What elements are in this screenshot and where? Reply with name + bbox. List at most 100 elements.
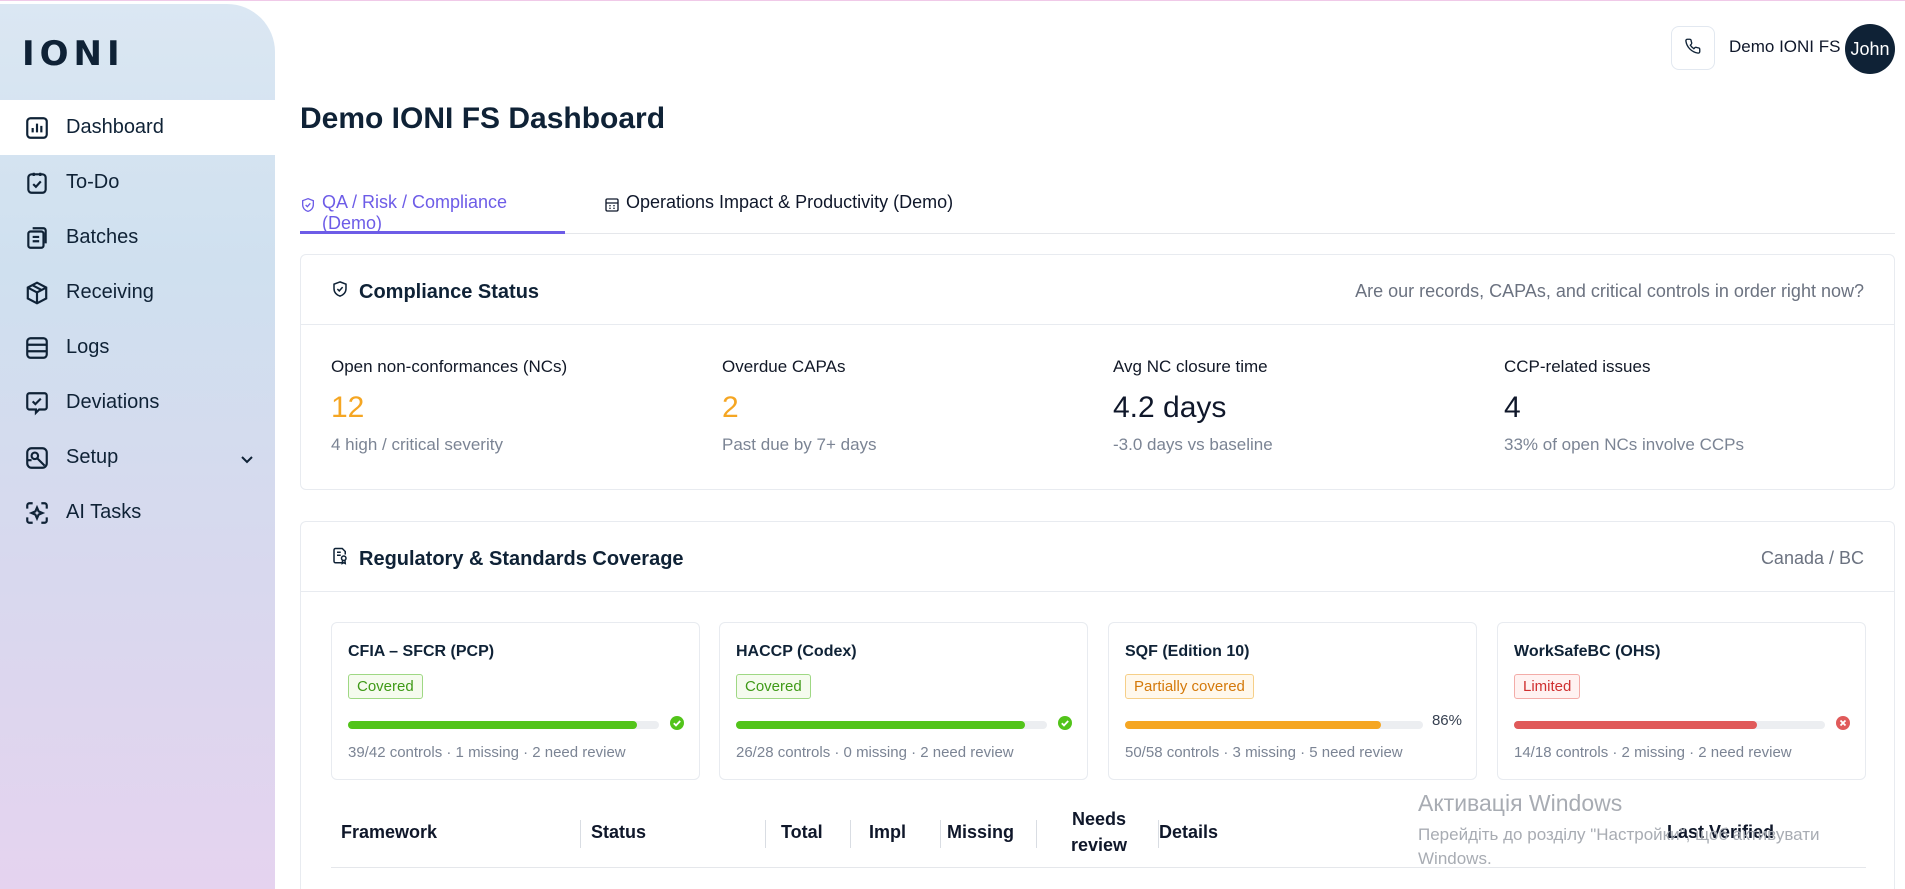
metric-value: 4	[1504, 391, 1521, 424]
progress-fill	[1514, 721, 1757, 729]
framework-card-sqf[interactable]: SQF (Edition 10) Partially covered 86% 5…	[1108, 622, 1477, 780]
phone-button[interactable]	[1671, 26, 1715, 70]
status-badge: Limited	[1514, 674, 1581, 699]
column-header-details[interactable]: Details	[1159, 821, 1219, 842]
framework-name: CFIA – SFCR (PCP)	[348, 643, 495, 660]
metric-open-ncs: Open non-conformances (NCs) 12 4 high / …	[331, 357, 711, 455]
framework-name: WorkSafeBC (OHS)	[1514, 643, 1661, 660]
progress-bar	[1125, 721, 1423, 729]
building-icon	[604, 192, 620, 219]
sidebar-item-receiving[interactable]: Receiving	[0, 265, 275, 320]
chevron-down-icon[interactable]	[239, 450, 255, 466]
card-title: Compliance Status	[331, 279, 539, 305]
coverage-region: Canada / BC	[1760, 548, 1864, 568]
avatar[interactable]: John	[1845, 24, 1895, 74]
compliance-title: Compliance Status	[359, 280, 540, 303]
framework-detail: 26/28 controls · 0 missing · 2 need revi…	[736, 744, 1014, 761]
sidebar-item-todo[interactable]: To-Do	[0, 155, 275, 210]
metric-label: Overdue CAPAs	[722, 357, 846, 376]
status-badge: Covered	[736, 674, 811, 699]
progress-bar	[348, 721, 659, 729]
package-icon	[24, 280, 50, 306]
status-badge: Covered	[348, 674, 423, 699]
metric-note: -3.0 days vs baseline	[1113, 435, 1273, 454]
column-header-status[interactable]: Status	[591, 802, 766, 862]
top-border	[0, 0, 1905, 4]
tab-label: Operations Impact & Productivity (Demo)	[626, 192, 954, 212]
metric-overdue-capas: Overdue CAPAs 2 Past due by 7+ days	[722, 357, 1102, 455]
sidebar-item-label: Dashboard	[66, 116, 164, 138]
sidebar-item-label: Batches	[66, 226, 139, 248]
sidebar-item-label: Receiving	[66, 281, 154, 303]
metric-ccp-issues: CCP-related issues 4 33% of open NCs inv…	[1504, 357, 1884, 455]
progress-bar	[736, 721, 1047, 729]
metric-label: Open non-conformances (NCs)	[331, 357, 568, 376]
sidebar-item-label: AI Tasks	[66, 501, 142, 523]
framework-detail: 14/18 controls · 2 missing · 2 need revi…	[1514, 744, 1792, 761]
sidebar-item-logs[interactable]: Logs	[0, 320, 275, 375]
check-circle-icon	[1057, 715, 1073, 735]
compliance-status-card: Compliance Status Are our records, CAPAs…	[300, 254, 1895, 490]
phone-icon	[1684, 37, 1702, 60]
sidebar-item-deviations[interactable]: Deviations	[0, 375, 275, 430]
regulatory-coverage-card: Regulatory & Standards Coverage Canada /…	[300, 521, 1895, 889]
metric-label: Avg NC closure time	[1113, 357, 1268, 376]
batches-icon	[24, 225, 50, 251]
metric-note: Past due by 7+ days	[722, 435, 877, 454]
page-title: Demo IONI FS Dashboard	[300, 102, 666, 135]
progress-fill	[1125, 721, 1382, 729]
todo-icon	[24, 170, 50, 196]
coverage-title: Regulatory & Standards Coverage	[359, 547, 684, 570]
progress-fill	[736, 721, 1025, 729]
ai-icon	[24, 500, 50, 526]
framework-detail: 50/58 controls · 3 missing · 5 need revi…	[1125, 744, 1403, 761]
column-header-missing[interactable]: Missing	[947, 802, 1037, 862]
check-circle-icon	[669, 715, 685, 735]
metric-label: CCP-related issues	[1504, 357, 1651, 376]
framework-name: SQF (Edition 10)	[1125, 643, 1250, 660]
column-header-total[interactable]: Total	[781, 802, 851, 862]
coverage-table-header: Framework Status Total Impl Missing Need…	[331, 782, 1866, 868]
metric-value: 12	[331, 391, 365, 424]
progress-percent: 86%	[1431, 712, 1462, 729]
dashboard-icon	[24, 115, 50, 141]
metric-value: 4.2 days	[1113, 391, 1227, 424]
sidebar-item-label: Logs	[66, 336, 110, 358]
sidebar-item-ai-tasks[interactable]: AI Tasks	[0, 485, 275, 540]
framework-card-haccp[interactable]: HACCP (Codex) Covered 26/28 controls · 0…	[719, 622, 1088, 780]
x-circle-icon	[1835, 715, 1851, 735]
progress-fill	[348, 721, 637, 729]
metric-note: 33% of open NCs involve CCPs	[1504, 435, 1745, 454]
column-header-last-verified[interactable]: Last Verified	[1667, 821, 1775, 842]
card-header: Regulatory & Standards Coverage Canada /…	[301, 522, 1894, 592]
logo[interactable]: IONI	[22, 34, 125, 74]
database-icon	[24, 335, 50, 361]
compliance-subtitle: Are our records, CAPAs, and critical con…	[1355, 281, 1864, 301]
tab-label: QA / Risk / Compliance (Demo)	[322, 192, 508, 233]
watermark-text: Перейдіть до розділу "Настройки", щоб ак…	[1418, 825, 1820, 868]
tab-qa-risk-compliance[interactable]: QA / Risk / Compliance (Demo)	[300, 192, 565, 234]
metric-avg-closure: Avg NC closure time 4.2 days -3.0 days v…	[1113, 357, 1493, 455]
watermark-title: Активація Windows	[1418, 790, 1623, 816]
framework-card-worksafebc[interactable]: WorkSafeBC (OHS) Limited 14/18 controls …	[1497, 622, 1866, 780]
sidebar-item-batches[interactable]: Batches	[0, 210, 275, 265]
sidebar-item-dashboard[interactable]: Dashboard	[0, 100, 275, 155]
column-header-impl[interactable]: Impl	[869, 802, 941, 862]
certificate-icon	[331, 546, 349, 572]
sidebar-item-setup[interactable]: Setup	[0, 430, 275, 485]
card-header: Compliance Status Are our records, CAPAs…	[301, 255, 1894, 325]
column-header-needs-review[interactable]: Needs review	[1049, 802, 1159, 862]
user-name[interactable]: Demo IONI FS	[1729, 37, 1841, 56]
tab-operations-impact[interactable]: Operations Impact & Productivity (Demo)	[604, 192, 953, 234]
metric-value: 2	[722, 391, 739, 424]
shield-check-icon	[300, 192, 316, 219]
sidebar-item-label: Deviations	[66, 391, 160, 413]
framework-card-cfia[interactable]: CFIA – SFCR (PCP) Covered 39/42 controls…	[331, 622, 700, 780]
framework-name: HACCP (Codex)	[736, 643, 857, 660]
progress-bar	[1514, 721, 1825, 729]
metric-note: 4 high / critical severity	[331, 435, 503, 454]
sidebar-item-label: To-Do	[66, 171, 120, 193]
framework-detail: 39/42 controls · 1 missing · 2 need revi…	[348, 744, 626, 761]
column-header-framework[interactable]: Framework	[341, 802, 581, 862]
sidebar-nav: Dashboard To-Do Batches Receiving Logs	[0, 100, 275, 540]
